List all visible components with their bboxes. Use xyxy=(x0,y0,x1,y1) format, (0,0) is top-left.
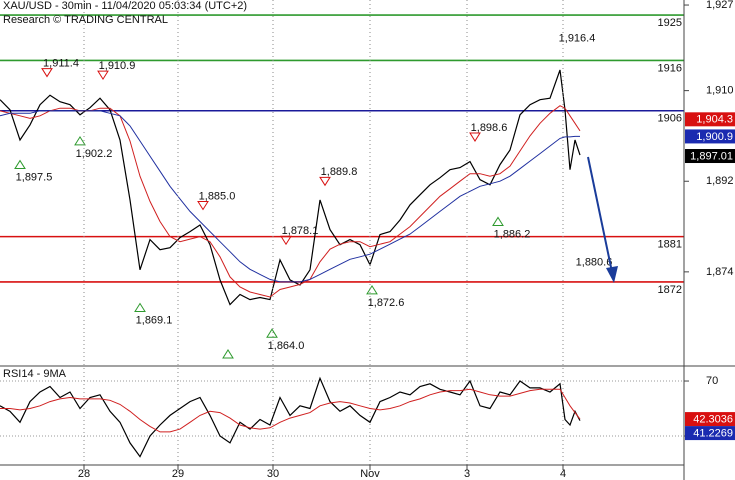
annotation-label: 1,910.9 xyxy=(99,60,136,72)
annotation-label: 1,916.4 xyxy=(559,32,596,44)
x-tick-label: 29 xyxy=(172,468,184,480)
last-value-box xyxy=(685,412,735,427)
annotation-label: 1,869.1 xyxy=(136,314,173,326)
last-value-label: 1,900.9 xyxy=(696,131,733,143)
annotation-label: 1,878.1 xyxy=(282,225,319,237)
peak-marker xyxy=(319,176,331,187)
level-label: 1881 xyxy=(658,239,682,251)
annotation-label: 1,897.5 xyxy=(16,171,53,183)
x-tick-label: 4 xyxy=(560,468,566,480)
annotation-label: 1,886.2 xyxy=(494,228,531,240)
trough-marker xyxy=(222,349,234,359)
peak-marker xyxy=(41,68,53,78)
series-line xyxy=(0,105,581,298)
last-value-box xyxy=(685,149,735,164)
x-tick-label: 30 xyxy=(267,468,279,480)
trough-marker xyxy=(492,216,504,226)
last-value-box xyxy=(685,426,735,441)
annotation-label: 1,889.8 xyxy=(321,166,358,178)
annotation-label: 1,880.6 xyxy=(576,257,613,269)
forecast-arrow-head xyxy=(606,266,618,283)
forecast-arrow xyxy=(587,156,613,273)
trough-marker xyxy=(266,328,278,338)
annotation-label: 1,902.2 xyxy=(76,148,113,160)
y-tick-label: 1,927 xyxy=(706,0,734,11)
annotation-label: 1,885.0 xyxy=(199,190,236,202)
y-tick-label: 70 xyxy=(706,375,718,387)
annotation-label: 1,911.4 xyxy=(43,57,79,69)
last-value-label: 1,904.3 xyxy=(696,114,733,126)
level-label: 1925 xyxy=(658,17,682,29)
chart-subtitle: Research © TRADING CENTRAL xyxy=(3,14,168,26)
peak-marker xyxy=(197,200,209,211)
peak-marker xyxy=(469,132,481,142)
y-tick-label: 1,892 xyxy=(706,175,734,187)
annotation-label: 1,864.0 xyxy=(268,340,305,352)
x-tick-label: 28 xyxy=(78,468,90,480)
series-line xyxy=(0,376,581,458)
peak-marker xyxy=(280,235,292,246)
last-value-label: 42.3036 xyxy=(693,413,733,425)
annotation-label: 1,872.6 xyxy=(368,297,405,309)
level-label: 1872 xyxy=(658,284,682,296)
level-label: 1916 xyxy=(658,62,682,74)
x-tick-label: Nov xyxy=(360,468,380,480)
trough-marker xyxy=(366,284,378,295)
last-value-box xyxy=(685,129,735,144)
last-value-label: 1,897.01 xyxy=(690,150,733,162)
series-line xyxy=(0,388,581,433)
level-label: 1906 xyxy=(658,113,682,125)
trough-marker xyxy=(14,159,26,170)
last-value-box xyxy=(685,112,735,127)
chart-title: XAU/USD - 30min - 11/04/2020 05:03:34 (U… xyxy=(3,0,247,12)
trough-marker xyxy=(134,302,146,313)
y-tick-label: 1,910 xyxy=(706,85,734,97)
x-tick-label: 3 xyxy=(464,468,470,480)
rsi-title: RSI14 - 9MA xyxy=(3,368,67,380)
y-tick-label: 1,874 xyxy=(706,266,734,278)
series-line xyxy=(0,110,580,283)
trough-marker xyxy=(74,135,86,146)
peak-marker xyxy=(97,70,109,81)
series-line xyxy=(0,69,581,306)
last-value-label: 41.2269 xyxy=(693,427,733,439)
annotation-label: 1,898.6 xyxy=(471,122,508,134)
